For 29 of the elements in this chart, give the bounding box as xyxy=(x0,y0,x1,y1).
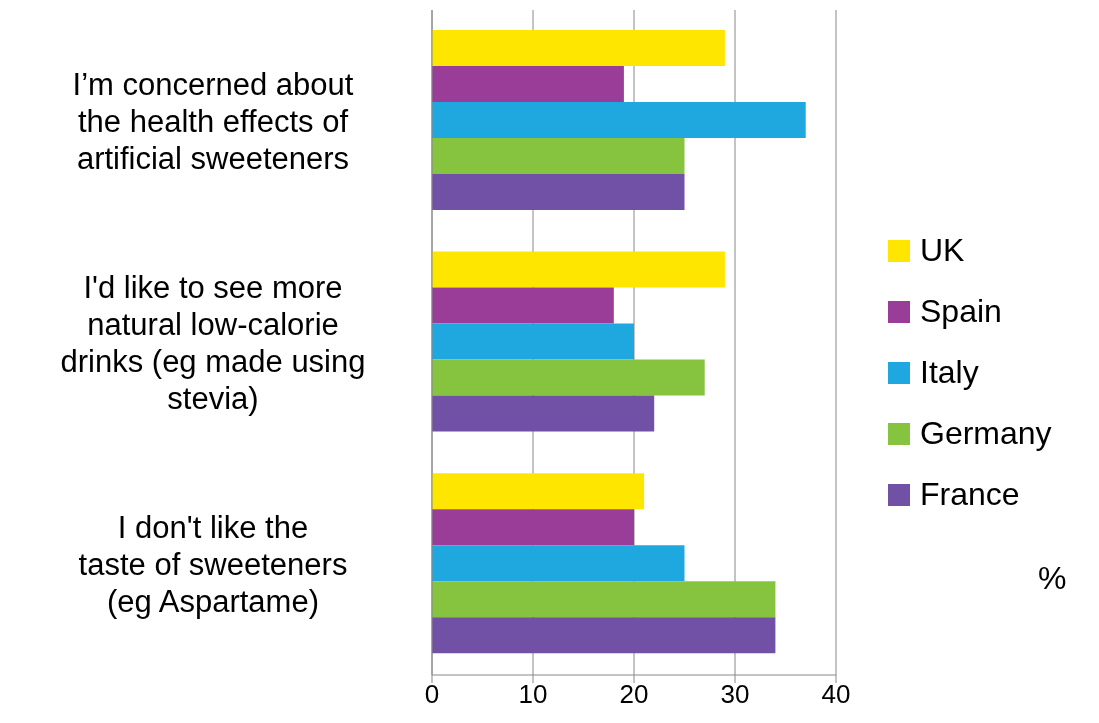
x-tick-label: 20 xyxy=(619,679,649,710)
bar xyxy=(432,101,806,138)
bar xyxy=(432,617,776,654)
x-tick-label: 30 xyxy=(720,679,750,710)
bar xyxy=(432,65,624,102)
bar xyxy=(432,473,645,510)
y-tick-label: I don't like the taste of sweeteners (eg Aspartame) xyxy=(78,509,348,619)
x-tick-label: 40 xyxy=(821,679,851,710)
x-tick-label: 0 xyxy=(424,679,440,710)
bar xyxy=(432,287,614,324)
legend-label: UK xyxy=(920,232,965,269)
bar xyxy=(432,545,685,582)
bar xyxy=(432,323,634,360)
legend-label: Spain xyxy=(920,293,1002,330)
bar xyxy=(432,251,725,288)
legend-label: France xyxy=(920,476,1020,513)
bar xyxy=(432,29,725,66)
y-tick-label: I'd like to see more natural low-calorie drinks (eg made using stevia) xyxy=(60,269,366,416)
x-tick-label: 10 xyxy=(518,679,548,710)
bar xyxy=(432,137,685,174)
bar xyxy=(432,173,685,210)
bar xyxy=(432,509,634,546)
y-tick-label: I’m concerned about the health effects of artificial sweeteners xyxy=(72,66,354,176)
legend-label: Italy xyxy=(920,354,979,391)
bar xyxy=(432,581,776,618)
text: % xyxy=(1038,560,1067,597)
legend-label: Germany xyxy=(920,415,1052,452)
bar xyxy=(432,359,705,396)
bar xyxy=(432,395,655,432)
